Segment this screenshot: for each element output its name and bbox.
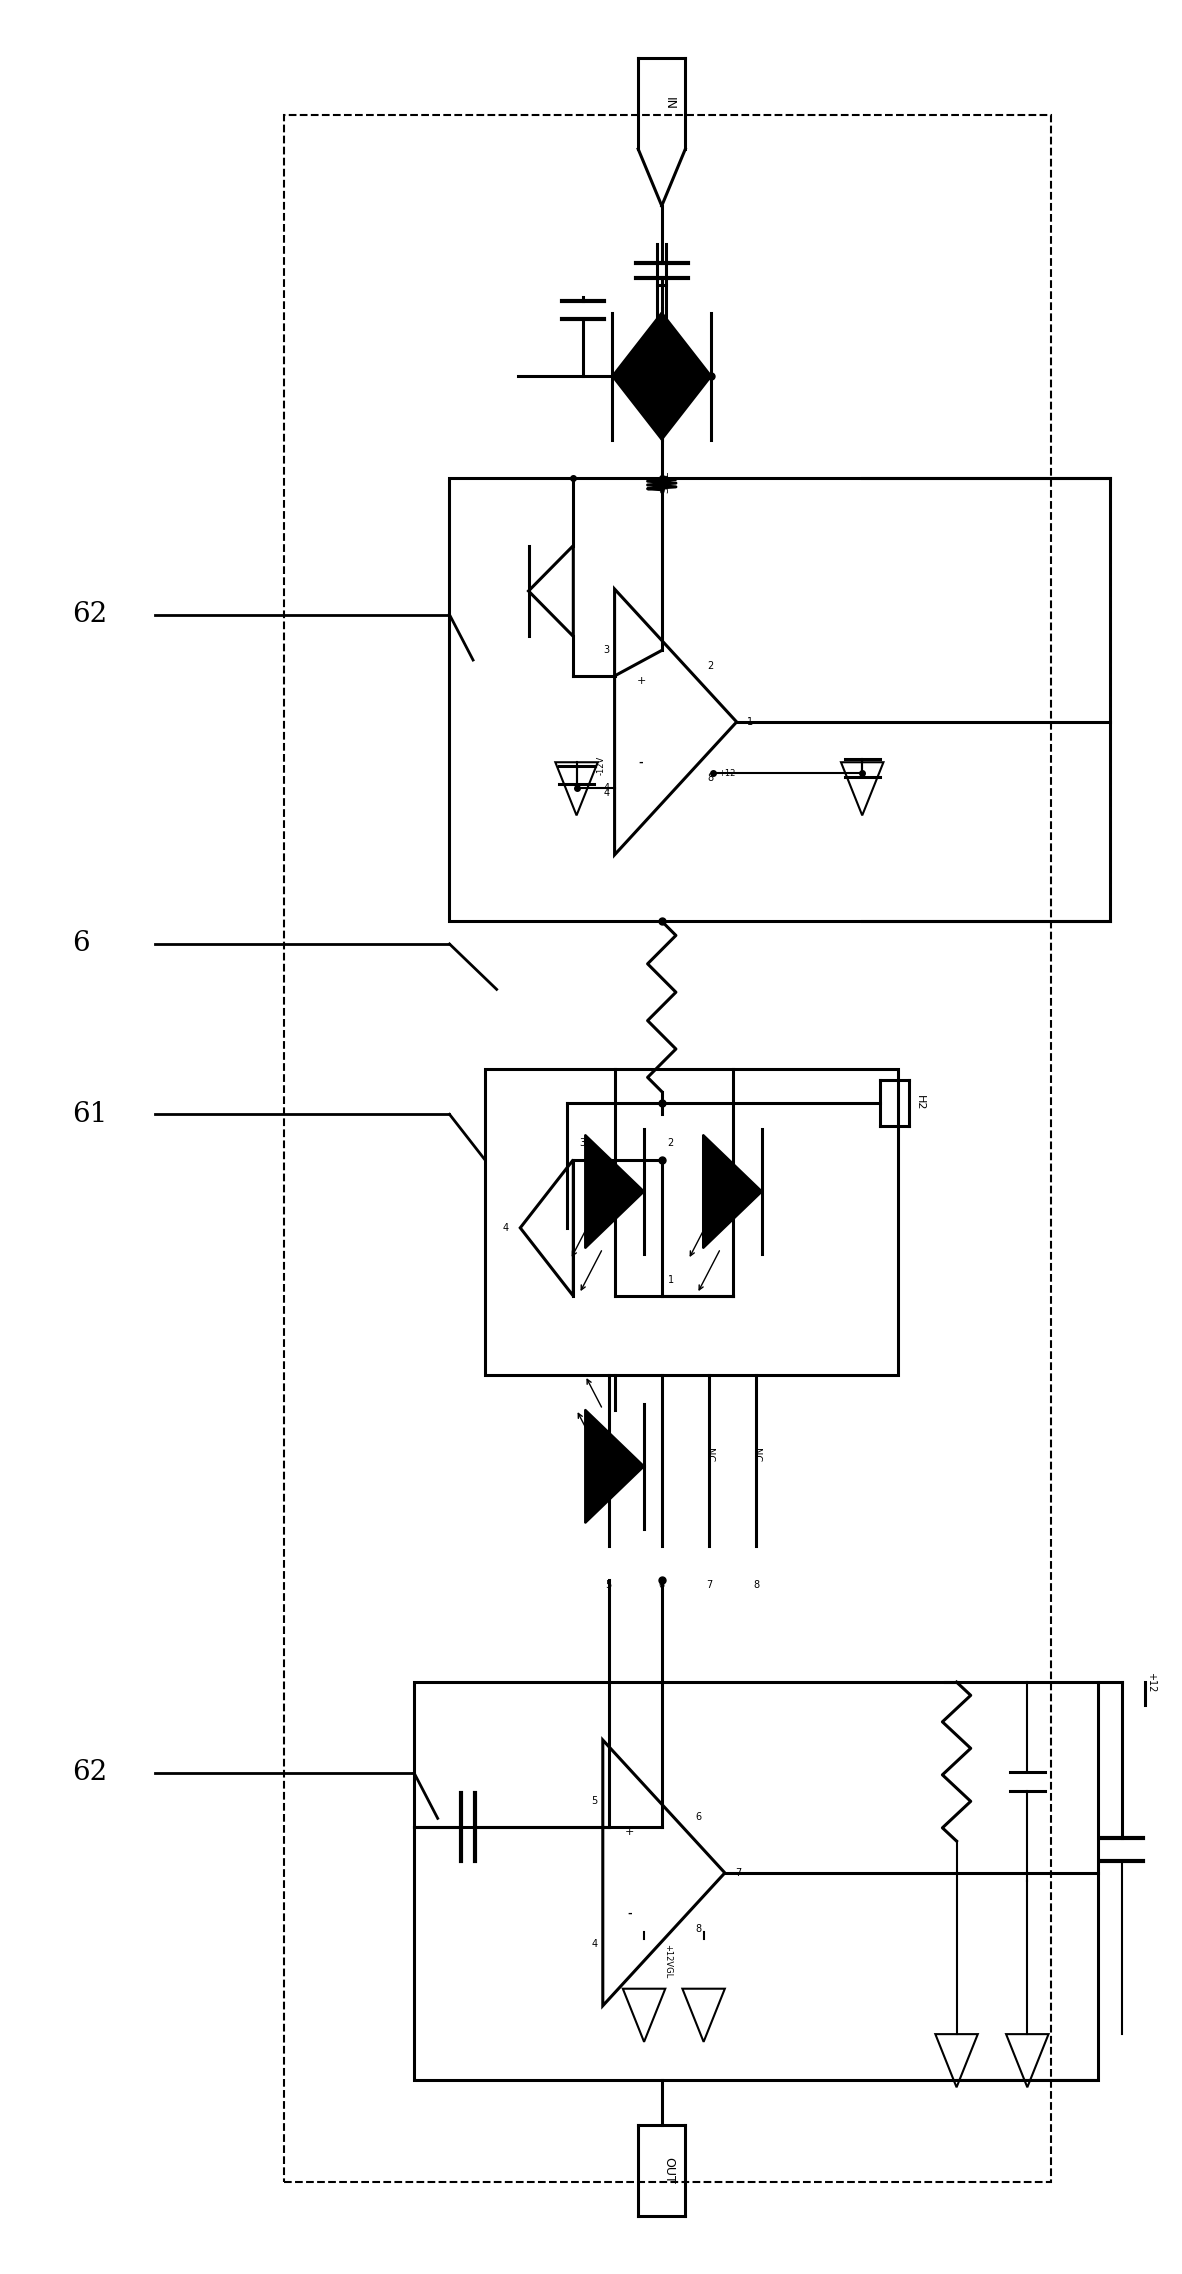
Polygon shape — [585, 1135, 644, 1248]
Text: +12: +12 — [719, 769, 736, 778]
Text: IN: IN — [662, 98, 675, 109]
Text: NC: NC — [704, 1449, 714, 1462]
Text: 7: 7 — [706, 1580, 712, 1590]
Text: 6: 6 — [72, 930, 90, 957]
Text: 5: 5 — [605, 1580, 612, 1590]
Bar — [449, 478, 1110, 921]
Polygon shape — [585, 1410, 644, 1524]
Text: 1: 1 — [668, 1276, 674, 1285]
Text: 1: 1 — [747, 716, 753, 728]
Text: NC: NC — [751, 1449, 761, 1462]
Text: 8: 8 — [707, 773, 713, 782]
Text: 6: 6 — [658, 1580, 664, 1590]
Text: 8: 8 — [753, 1580, 759, 1590]
Text: +: + — [624, 1826, 634, 1837]
Text: 7: 7 — [735, 1867, 741, 1878]
Text: 6: 6 — [695, 1812, 701, 1821]
Text: 4: 4 — [591, 1940, 597, 1949]
Bar — [285, 116, 1051, 2181]
Text: OUT: OUT — [662, 2158, 675, 2183]
Text: +12: +12 — [1147, 1671, 1156, 1692]
Text: 2: 2 — [707, 662, 713, 671]
Polygon shape — [662, 312, 712, 439]
Text: 3: 3 — [579, 1139, 585, 1148]
Bar — [485, 1069, 897, 1376]
Text: 4: 4 — [502, 1223, 508, 1233]
Text: 2: 2 — [668, 1139, 674, 1148]
Text: 8: 8 — [695, 1924, 701, 1933]
Polygon shape — [703, 1135, 762, 1248]
Text: 5: 5 — [591, 1796, 597, 1806]
Text: -: - — [626, 1908, 631, 1919]
Text: 62: 62 — [72, 1760, 108, 1787]
Text: H2: H2 — [915, 1096, 926, 1110]
Text: 3: 3 — [603, 646, 609, 655]
Text: +: + — [636, 675, 645, 687]
Text: -: - — [638, 757, 643, 769]
Text: +12VGL: +12VGL — [663, 1944, 673, 1978]
Bar — [414, 1683, 1098, 2078]
Text: 4: 4 — [604, 782, 610, 794]
Text: 61: 61 — [72, 1101, 108, 1128]
Text: -12V: -12V — [597, 755, 606, 775]
Polygon shape — [612, 312, 662, 439]
Text: TVS: TVS — [657, 471, 667, 493]
Text: 62: 62 — [72, 600, 108, 628]
Text: 4: 4 — [603, 789, 609, 798]
